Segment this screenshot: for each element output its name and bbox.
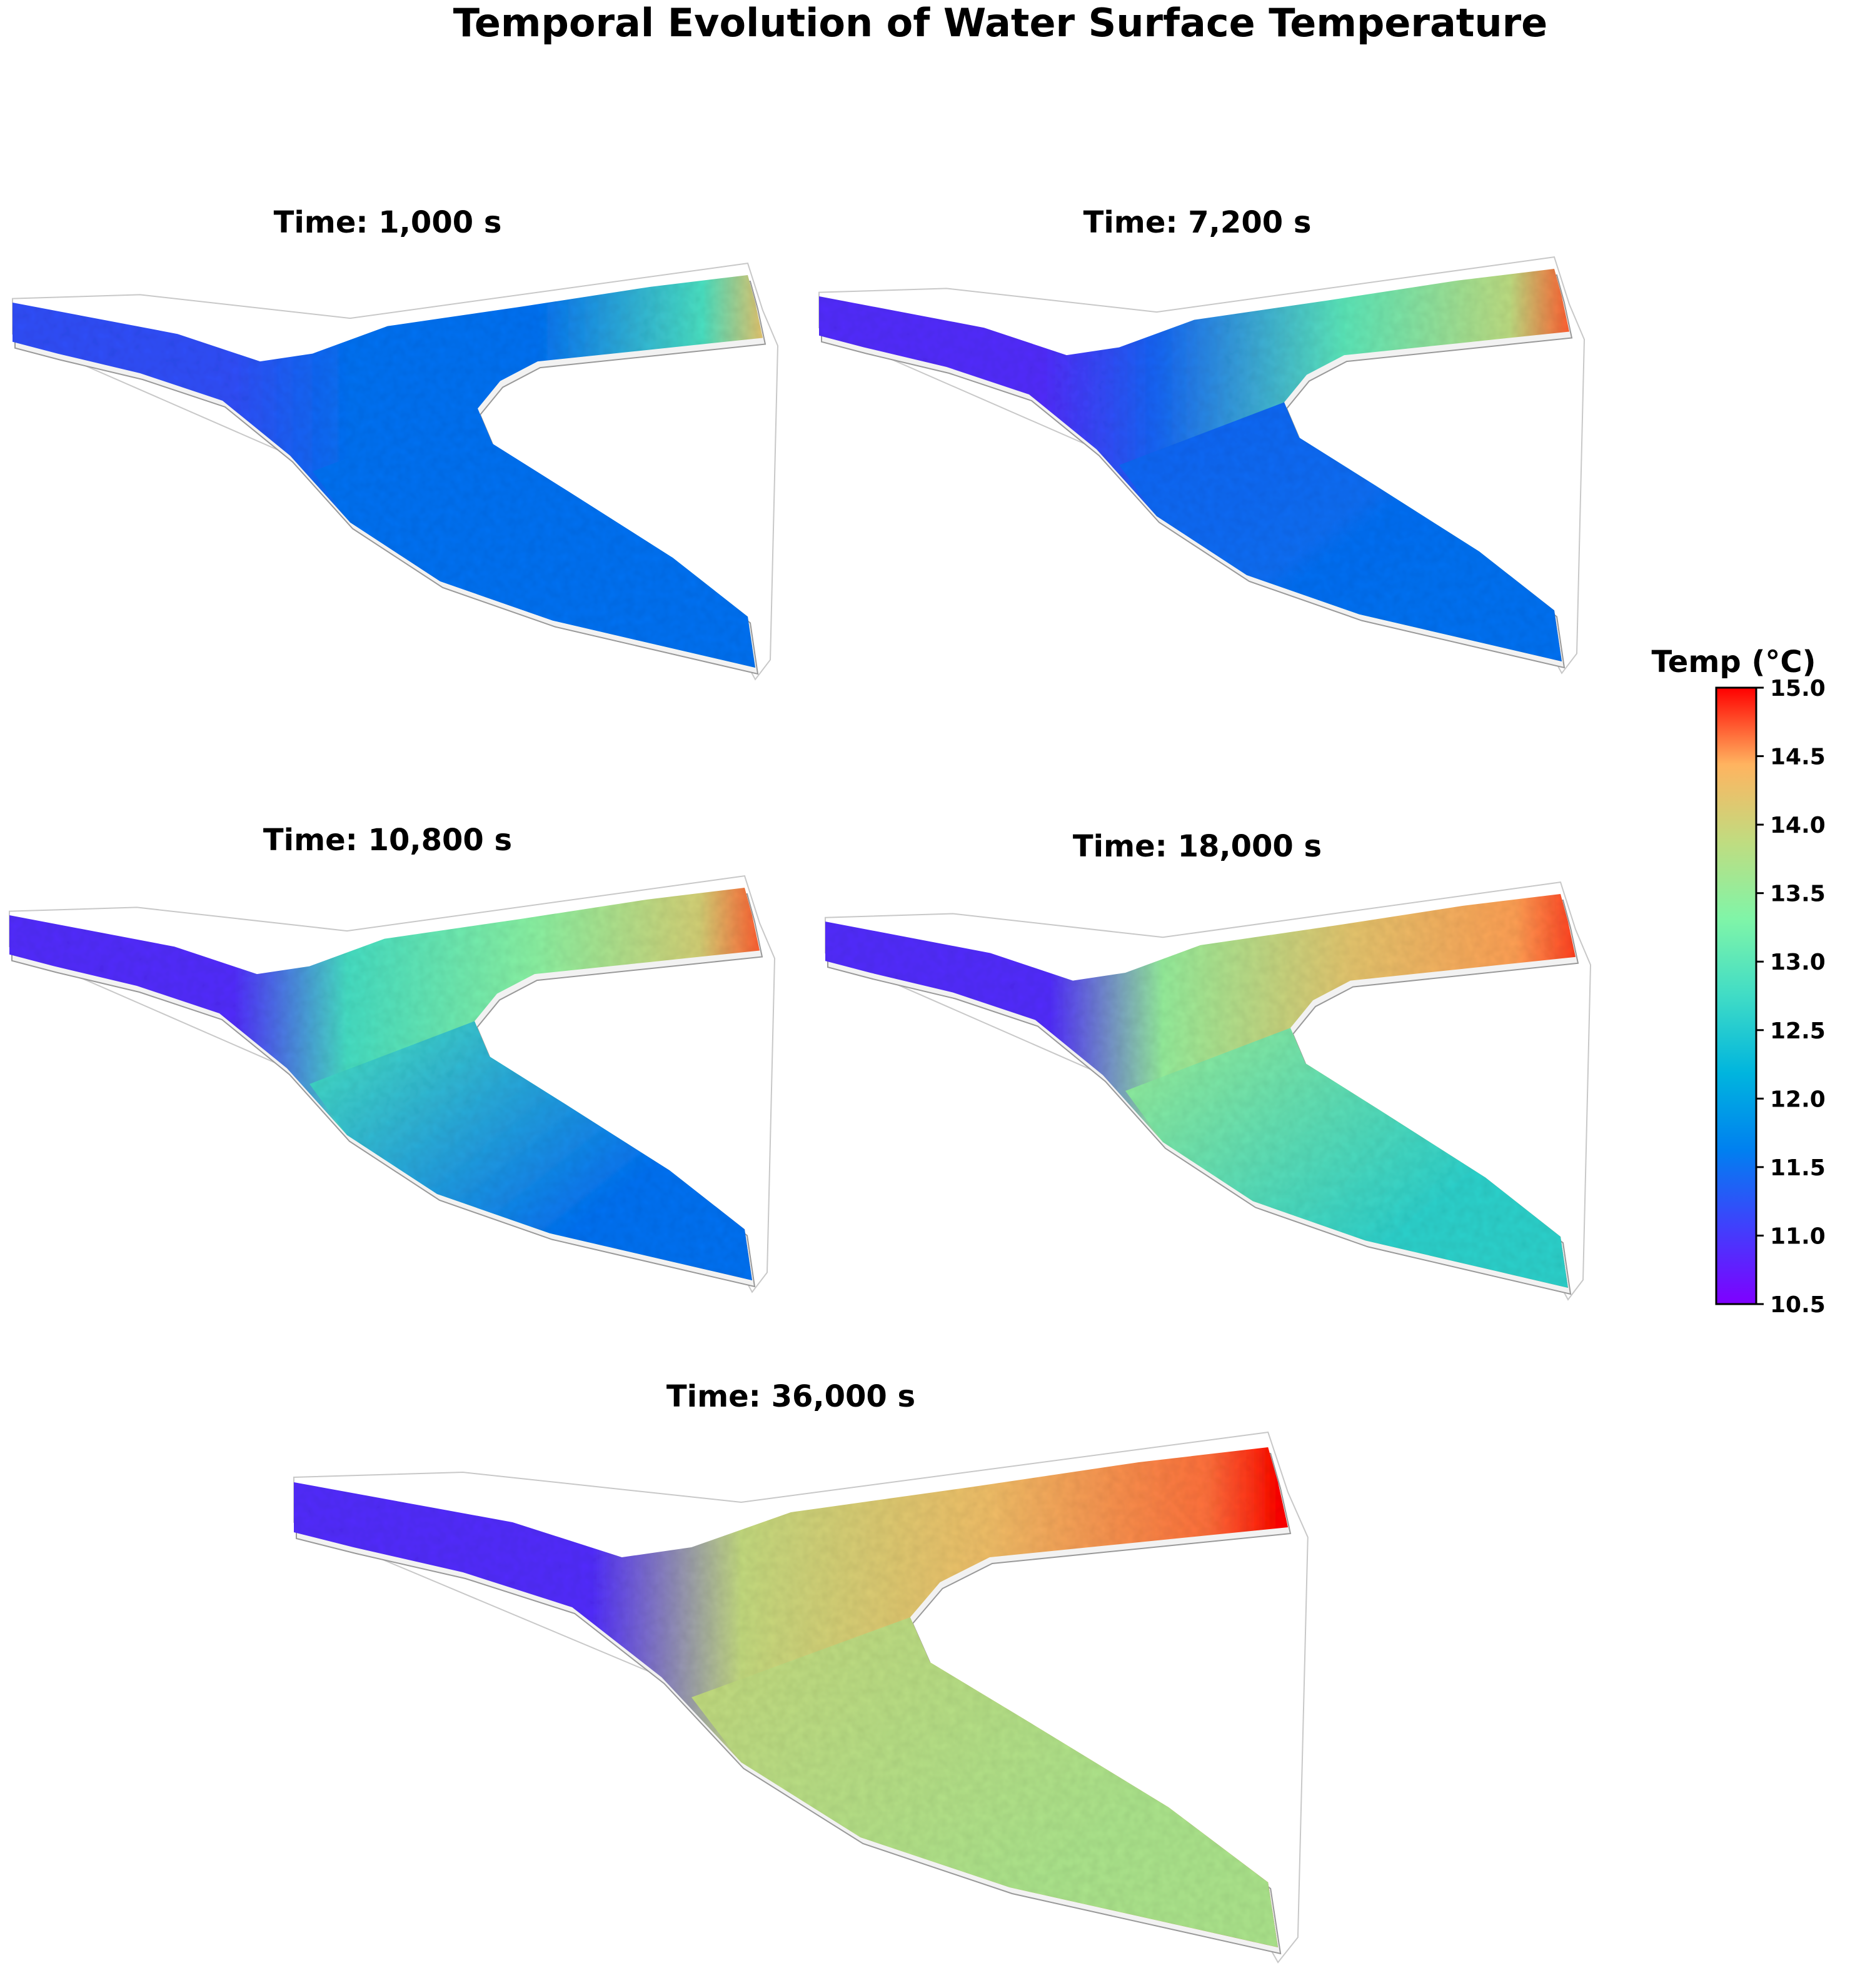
colorbar-tick-label: 14.0 bbox=[1770, 813, 1826, 838]
colorbar-tick-label: 15.0 bbox=[1770, 676, 1826, 701]
figure-title: Temporal Evolution of Water Surface Temp… bbox=[453, 0, 1547, 46]
lower-arm-surface bbox=[1125, 1028, 1568, 1288]
panel-title: Time: 1,000 s bbox=[274, 205, 502, 240]
colorbar-tick-label: 12.5 bbox=[1770, 1018, 1826, 1044]
colorbar-label: Temp (°C) bbox=[1651, 645, 1816, 680]
panel-title: Time: 18,000 s bbox=[1073, 829, 1322, 864]
colorbar-tick-label: 12.0 bbox=[1770, 1087, 1826, 1112]
panel-1: Time: 1,000 s bbox=[12, 205, 779, 681]
colorbar-gradient bbox=[1715, 686, 1757, 1305]
panel-4: Time: 18,000 s bbox=[825, 829, 1592, 1301]
lower-arm-surface bbox=[1119, 402, 1562, 661]
colorbar-tick-label: 14.5 bbox=[1770, 745, 1826, 770]
panels: Time: 1,000 s Time: 7,200 s Time: 10,800 s… bbox=[9, 205, 1592, 1964]
colorbar-tick-label: 11.0 bbox=[1770, 1223, 1826, 1249]
colorbar-tick-label: 11.5 bbox=[1770, 1155, 1826, 1181]
panel-title: Time: 7,200 s bbox=[1083, 205, 1312, 240]
panel-5: Time: 36,000 s bbox=[293, 1379, 1309, 1964]
colorbar-tick-label: 13.5 bbox=[1770, 881, 1826, 907]
colorbar-ticks: 15.0 14.5 14.0 13.5 13.0 12.5 12.0 11.5 11.0 10.5 bbox=[1756, 676, 1826, 1318]
panel-3: Time: 10,800 s bbox=[9, 823, 776, 1293]
lower-arm-surface bbox=[313, 408, 755, 668]
panel-title: Time: 36,000 s bbox=[666, 1379, 915, 1414]
lower-arm-surface bbox=[309, 1021, 752, 1280]
colorbar-tick-label: 10.5 bbox=[1770, 1292, 1826, 1318]
colorbar: Temp (°C) 15.0 14.5 14.0 13.5 13.0 12.5 12.0 11… bbox=[1651, 645, 1825, 1318]
colorbar-tick-label: 13.0 bbox=[1770, 950, 1826, 975]
lower-arm-surface bbox=[691, 1617, 1279, 1947]
panel-2: Time: 7,200 s bbox=[818, 205, 1586, 675]
panel-title: Time: 10,800 s bbox=[263, 823, 512, 858]
